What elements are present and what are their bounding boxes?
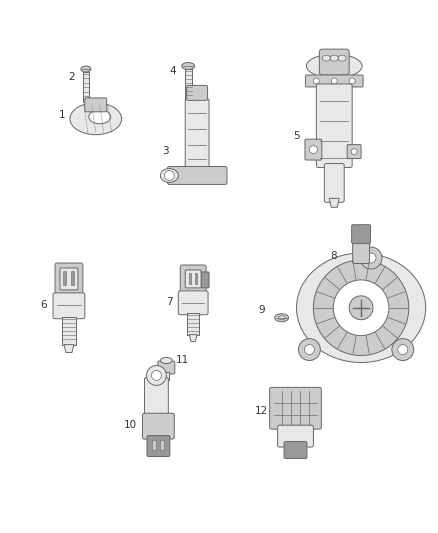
FancyBboxPatch shape — [158, 361, 175, 374]
Bar — [62, 317, 76, 345]
Text: 5: 5 — [293, 131, 300, 141]
FancyBboxPatch shape — [178, 291, 208, 315]
Circle shape — [298, 338, 320, 360]
Text: 1: 1 — [59, 110, 65, 120]
FancyBboxPatch shape — [316, 84, 352, 167]
FancyBboxPatch shape — [53, 293, 85, 319]
Ellipse shape — [278, 316, 285, 320]
Polygon shape — [329, 198, 339, 207]
Ellipse shape — [275, 314, 289, 322]
Text: 12: 12 — [255, 406, 268, 416]
FancyBboxPatch shape — [55, 263, 83, 297]
Text: 11: 11 — [176, 354, 189, 365]
FancyBboxPatch shape — [187, 85, 208, 100]
Bar — [152, 440, 156, 450]
Text: 9: 9 — [258, 305, 265, 315]
FancyBboxPatch shape — [147, 435, 170, 456]
Circle shape — [398, 345, 408, 354]
Circle shape — [351, 149, 357, 155]
Bar — [187, 313, 199, 335]
FancyBboxPatch shape — [85, 98, 107, 112]
Text: 10: 10 — [124, 420, 137, 430]
FancyBboxPatch shape — [352, 225, 371, 244]
Circle shape — [146, 366, 166, 385]
FancyBboxPatch shape — [145, 377, 168, 417]
Bar — [195, 273, 198, 284]
Circle shape — [331, 78, 337, 84]
FancyBboxPatch shape — [347, 144, 361, 158]
FancyBboxPatch shape — [305, 75, 363, 87]
FancyBboxPatch shape — [201, 272, 209, 288]
Circle shape — [333, 280, 389, 336]
Ellipse shape — [297, 253, 426, 362]
Bar — [160, 440, 164, 450]
Text: 3: 3 — [162, 146, 169, 156]
Bar — [185, 69, 192, 101]
Circle shape — [164, 171, 174, 181]
FancyBboxPatch shape — [353, 239, 370, 263]
Bar — [83, 72, 89, 102]
Bar — [164, 373, 169, 381]
Ellipse shape — [81, 66, 91, 72]
Circle shape — [152, 370, 161, 381]
FancyBboxPatch shape — [324, 164, 344, 203]
Ellipse shape — [89, 110, 111, 124]
FancyBboxPatch shape — [305, 139, 322, 160]
Circle shape — [349, 78, 355, 84]
Ellipse shape — [338, 55, 346, 61]
Circle shape — [366, 253, 376, 263]
Ellipse shape — [160, 358, 172, 364]
Ellipse shape — [70, 103, 122, 135]
FancyBboxPatch shape — [167, 166, 227, 184]
Circle shape — [360, 247, 382, 269]
Ellipse shape — [322, 55, 330, 61]
Circle shape — [309, 146, 318, 154]
Circle shape — [392, 338, 414, 360]
Bar — [189, 273, 191, 284]
Bar — [64, 271, 67, 285]
Text: 6: 6 — [40, 300, 46, 310]
Polygon shape — [189, 335, 197, 342]
Ellipse shape — [330, 55, 338, 61]
Circle shape — [314, 260, 409, 356]
FancyBboxPatch shape — [284, 441, 307, 458]
FancyBboxPatch shape — [319, 49, 349, 75]
Ellipse shape — [307, 54, 362, 78]
FancyBboxPatch shape — [185, 99, 209, 173]
FancyBboxPatch shape — [180, 265, 206, 295]
FancyBboxPatch shape — [60, 268, 78, 290]
Text: 2: 2 — [69, 72, 75, 82]
Bar — [71, 271, 74, 285]
FancyBboxPatch shape — [278, 425, 314, 447]
Ellipse shape — [160, 168, 178, 182]
Circle shape — [349, 296, 373, 320]
Polygon shape — [64, 345, 74, 352]
Circle shape — [304, 345, 314, 354]
Text: 7: 7 — [166, 297, 173, 307]
Text: 8: 8 — [330, 251, 336, 261]
FancyBboxPatch shape — [185, 270, 201, 288]
Ellipse shape — [182, 62, 194, 69]
Text: 4: 4 — [169, 66, 176, 76]
Circle shape — [314, 78, 319, 84]
FancyBboxPatch shape — [142, 413, 174, 439]
FancyBboxPatch shape — [270, 387, 321, 429]
